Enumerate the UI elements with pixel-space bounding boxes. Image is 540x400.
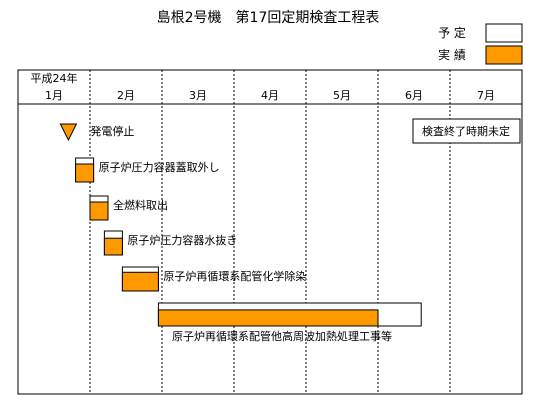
milestones: 発電停止 [59,123,134,142]
end-note-text: 検査終了時期未定 [422,124,510,138]
milestone-marker [59,123,78,142]
task-label: 原子炉圧力容器蓋取外し [99,160,220,174]
month-label: 3月 [189,89,207,102]
task-label: 原子炉再循環系配管他高周波加熱処理工事等 [172,329,392,343]
end-note-box: 検査終了時期未定 [412,118,521,144]
legend: 予 定 実 績 [438,23,523,65]
end-note-frame [412,118,521,144]
plot-frame [17,69,523,395]
task-actual-bar [75,163,95,183]
task-actual-bar [89,201,109,221]
legend-swatch-actual [485,45,523,65]
year-label: 平成24年 [31,71,78,85]
tasks: 原子炉圧力容器蓋取外し全燃料取出原子炉圧力容器水抜き原子炉再循環系配管化学除染原… [75,157,422,343]
task-label: 全燃料取出 [113,198,168,212]
month-label: 6月 [405,89,423,102]
month-grid [89,70,451,394]
task-actual-bar [121,271,159,292]
task-actual-bar [157,309,379,327]
task-label: 原子炉圧力容器水抜き [127,233,237,247]
month-label: 2月 [117,89,135,102]
chart-title: 島根2号機 第17回定期検査工程表 [157,9,380,26]
month-label: 4月 [261,89,279,102]
legend-label-actual: 実 績 [438,47,466,62]
month-label: 7月 [477,89,495,102]
month-label: 1月 [45,89,63,102]
month-labels: 1月 2月 3月 4月 5月 6月 7月 [45,89,495,102]
month-label: 5月 [333,89,351,102]
milestone-label: 発電停止 [90,124,134,138]
legend-swatch-plan [485,23,523,43]
legend-label-plan: 予 定 [438,25,466,40]
task-actual-bar [103,237,123,256]
task-label: 原子炉再循環系配管化学除染 [163,269,306,283]
